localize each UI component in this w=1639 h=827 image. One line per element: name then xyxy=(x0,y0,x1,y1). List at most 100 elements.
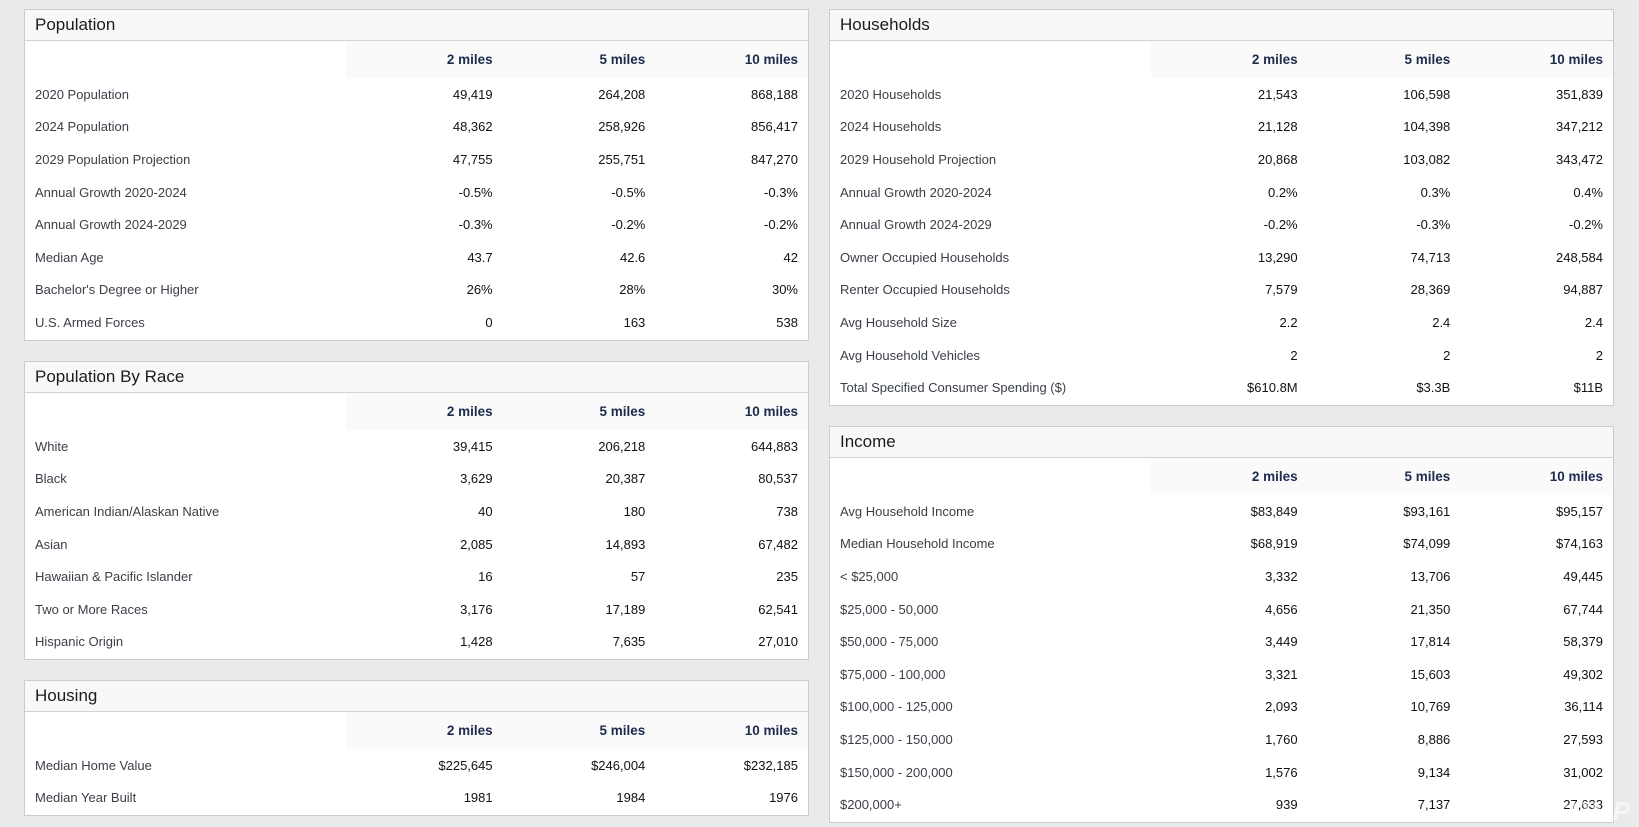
table-row: $100,000 - 125,000 2,093 10,769 36,114 xyxy=(830,691,1613,724)
table-row: $50,000 - 75,000 3,449 17,814 58,379 xyxy=(830,625,1613,658)
cell-value: $95,157 xyxy=(1556,503,1603,519)
table-row: White 39,415 206,218 644,883 xyxy=(25,430,808,463)
cell-value: 42.6 xyxy=(619,249,646,265)
row-label: Hawaiian & Pacific Islander xyxy=(35,569,193,585)
data-table: 2 miles 5 miles 10 miles 2020 Households 21,… xyxy=(830,41,1613,404)
table-row: $125,000 - 150,000 1,760 8,886 27,593 xyxy=(830,723,1613,756)
cell-value: $610.8M xyxy=(1247,380,1298,396)
row-label: $125,000 - 150,000 xyxy=(840,731,953,747)
row-label: $25,000 - 50,000 xyxy=(840,601,939,617)
column-header: 5 miles xyxy=(502,393,656,430)
cell-value: 7,579 xyxy=(1265,282,1298,298)
header-row: 2 miles 5 miles 10 miles xyxy=(830,41,1613,78)
row-label: $150,000 - 200,000 xyxy=(840,764,953,780)
cell-value: 67,744 xyxy=(1563,601,1603,617)
cell-value: 248,584 xyxy=(1556,249,1603,265)
cell-value: 80,537 xyxy=(758,471,798,487)
row-label: $50,000 - 75,000 xyxy=(840,634,939,650)
cell-value: -0.2% xyxy=(1263,217,1298,233)
header-row: 2 miles 5 miles 10 miles xyxy=(25,393,808,430)
cell-value: 57 xyxy=(630,569,646,585)
table-row: $150,000 - 200,000 1,576 9,134 31,002 xyxy=(830,756,1613,789)
cell-value: 39,415 xyxy=(452,438,493,454)
cell-value: 258,926 xyxy=(598,119,646,135)
cell-value: -0.3% xyxy=(458,217,493,233)
column-header: 2 miles xyxy=(1151,41,1308,78)
cell-value: 30% xyxy=(771,282,798,298)
header-blank xyxy=(25,393,347,430)
cell-value: 347,212 xyxy=(1556,119,1603,135)
table-row: Median Age 43.7 42.6 42 xyxy=(25,241,808,274)
panel-title: Population By Race xyxy=(25,362,808,393)
table-row: Median Household Income $68,919 $74,099 $74… xyxy=(830,528,1613,561)
cell-value: 42 xyxy=(783,249,798,265)
cell-value: 1,760 xyxy=(1265,731,1298,747)
cell-value: $225,645 xyxy=(438,757,493,773)
panel-title: Population xyxy=(25,10,808,41)
cell-value: 14,893 xyxy=(605,536,646,552)
cell-value: 58,379 xyxy=(1563,634,1603,650)
header-row: 2 miles 5 miles 10 miles xyxy=(830,458,1613,495)
cell-value: 49,302 xyxy=(1563,666,1603,682)
cell-value: 15,603 xyxy=(1410,666,1451,682)
table-row: Hawaiian & Pacific Islander 16 57 235 xyxy=(25,560,808,593)
cell-value: 49,445 xyxy=(1563,568,1603,584)
row-label: Renter Occupied Households xyxy=(840,282,1010,298)
cell-value: -0.2% xyxy=(764,217,798,233)
table-row: American Indian/Alaskan Native 40 180 738 xyxy=(25,495,808,528)
table-row: Annual Growth 2024-2029 -0.3% -0.2% -0.2% xyxy=(25,208,808,241)
table-row: Annual Growth 2020-2024 -0.5% -0.5% -0.3% xyxy=(25,176,808,209)
header-blank xyxy=(25,41,347,78)
row-label: Two or More Races xyxy=(35,601,148,617)
cell-value: 21,543 xyxy=(1257,86,1298,102)
row-label: < $25,000 xyxy=(840,568,899,584)
table-row: U.S. Armed Forces 0 163 538 xyxy=(25,306,808,339)
header-blank xyxy=(25,712,347,749)
cell-value: 351,839 xyxy=(1556,86,1603,102)
cell-value: 20,868 xyxy=(1257,151,1298,167)
cell-value: -0.3% xyxy=(1416,217,1451,233)
cell-value: 2,085 xyxy=(460,536,493,552)
table-row: Black 3,629 20,387 80,537 xyxy=(25,463,808,496)
cell-value: -0.5% xyxy=(611,184,646,200)
cell-value: 36,114 xyxy=(1564,699,1603,715)
cell-value: 9,134 xyxy=(1417,764,1451,780)
cell-value: 27,010 xyxy=(758,634,798,650)
cell-value: 264,208 xyxy=(598,86,646,102)
column-header: 5 miles xyxy=(502,41,656,78)
cell-value: 104,398 xyxy=(1403,119,1451,135)
table-row: 2024 Population 48,362 258,926 856,417 xyxy=(25,111,808,144)
row-label: Avg Household Vehicles xyxy=(840,347,980,363)
cell-value: 27,633 xyxy=(1563,797,1603,813)
row-label: Annual Growth 2020-2024 xyxy=(35,184,187,200)
cell-value: 26% xyxy=(466,282,493,298)
cell-value: 28,369 xyxy=(1410,282,1451,298)
column-header: 10 miles xyxy=(1460,458,1613,495)
cell-value: 7,137 xyxy=(1417,797,1451,813)
cell-value: 13,706 xyxy=(1410,568,1451,584)
column-header: 5 miles xyxy=(1307,41,1461,78)
cell-value: $3.3B xyxy=(1416,380,1451,396)
cell-value: 47,755 xyxy=(452,151,493,167)
cell-value: $74,099 xyxy=(1403,536,1451,552)
cell-value: 847,270 xyxy=(751,151,798,167)
cell-value: 8,886 xyxy=(1417,731,1451,747)
table-row: Two or More Races 3,176 17,189 62,541 xyxy=(25,593,808,626)
cell-value: 31,002 xyxy=(1563,764,1603,780)
cell-value: 1976 xyxy=(769,790,798,806)
cell-value: 2 xyxy=(1290,347,1298,363)
cell-value: 48,362 xyxy=(452,119,493,135)
cell-value: 62,541 xyxy=(758,601,798,617)
row-label: U.S. Armed Forces xyxy=(35,314,145,330)
cell-value: 3,321 xyxy=(1265,666,1298,682)
cell-value: 0.2% xyxy=(1267,184,1298,200)
population-panel: Population 2 miles 5 miles 10 miles 2020 Pop… xyxy=(24,9,809,341)
cell-value: 16 xyxy=(478,569,493,585)
row-label: American Indian/Alaskan Native xyxy=(35,503,220,519)
cell-value: 106,598 xyxy=(1403,86,1451,102)
row-label: Annual Growth 2020-2024 xyxy=(840,184,992,200)
row-label: Annual Growth 2024-2029 xyxy=(840,217,992,233)
header-blank xyxy=(830,458,1152,495)
table-row: Avg Household Size 2.2 2.4 2.4 xyxy=(830,306,1613,339)
column-header: 2 miles xyxy=(346,712,503,749)
